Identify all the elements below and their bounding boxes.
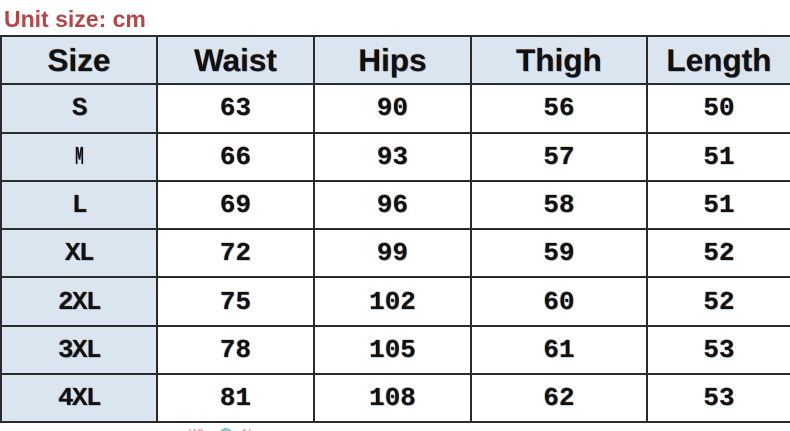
svg-text:N: N <box>242 426 251 431</box>
svg-text:X2: X2 <box>188 426 204 431</box>
